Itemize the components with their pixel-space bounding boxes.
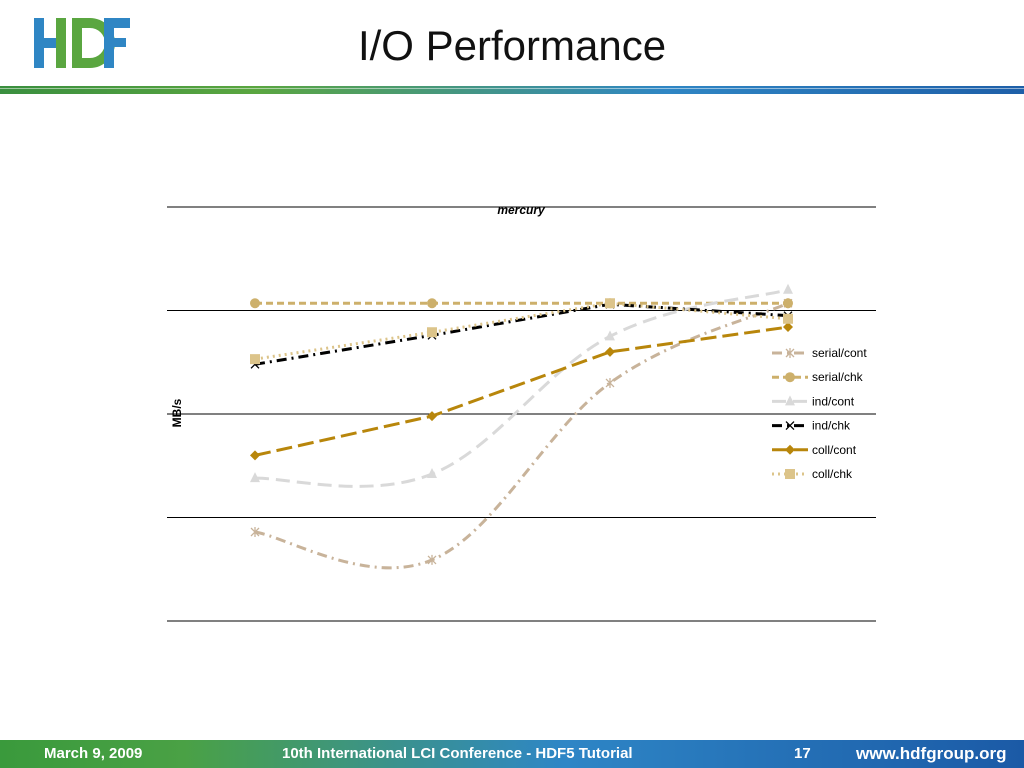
data-point [605,346,615,357]
data-point [427,298,437,309]
title-divider [0,86,1024,94]
series-line [254,288,789,488]
legend-label: ind/chk [812,419,851,433]
legend-marker [785,348,795,358]
chart-title: mercury [497,203,546,217]
footer-url: www.hdfgroup.org [856,744,1007,763]
data-point [250,450,260,461]
legend-marker [785,444,795,455]
data-point [605,377,615,388]
slide-title: I/O Performance [357,22,667,69]
y-axis-label: MB/s [170,398,184,427]
data-point [783,283,793,294]
legend-item: serial/chk [772,370,864,384]
legend-label: coll/cont [812,443,857,457]
data-point [250,526,260,537]
legend-item: serial/cont [772,346,867,360]
footer-date: March 9, 2009 [44,745,143,762]
legend-label: serial/cont [812,346,867,360]
series-ind-cont [250,283,793,488]
legend-label: ind/cont [812,394,855,408]
legend-marker [785,395,795,406]
footer-page-number: 17 [794,745,811,762]
data-point [250,354,260,365]
data-point [427,411,437,422]
legend-marker [785,372,795,383]
legend-item: ind/chk [772,419,851,433]
series-line [254,301,789,570]
data-point [605,298,615,309]
data-point [250,298,260,309]
data-point [783,322,793,333]
data-point [427,468,437,479]
legend-item: coll/cont [772,443,857,457]
footer-bar [0,740,1024,768]
hdf-logo [34,18,130,68]
series-coll-chk [250,298,793,365]
data-point [427,327,437,338]
series-line [254,302,789,366]
legend-marker [785,421,795,431]
legend-marker [785,469,795,479]
legend-label: coll/chk [812,467,853,481]
data-point [427,554,437,565]
data-point [783,313,793,324]
legend-item: coll/chk [772,467,853,481]
series-coll-cont [250,322,793,461]
series-line [254,325,789,457]
data-point [783,298,793,309]
data-point [250,472,260,483]
data-point [605,330,615,341]
legend-label: serial/chk [812,370,864,384]
legend-item: ind/cont [772,394,855,408]
footer-conference: 10th International LCI Conference - HDF5… [282,745,633,762]
